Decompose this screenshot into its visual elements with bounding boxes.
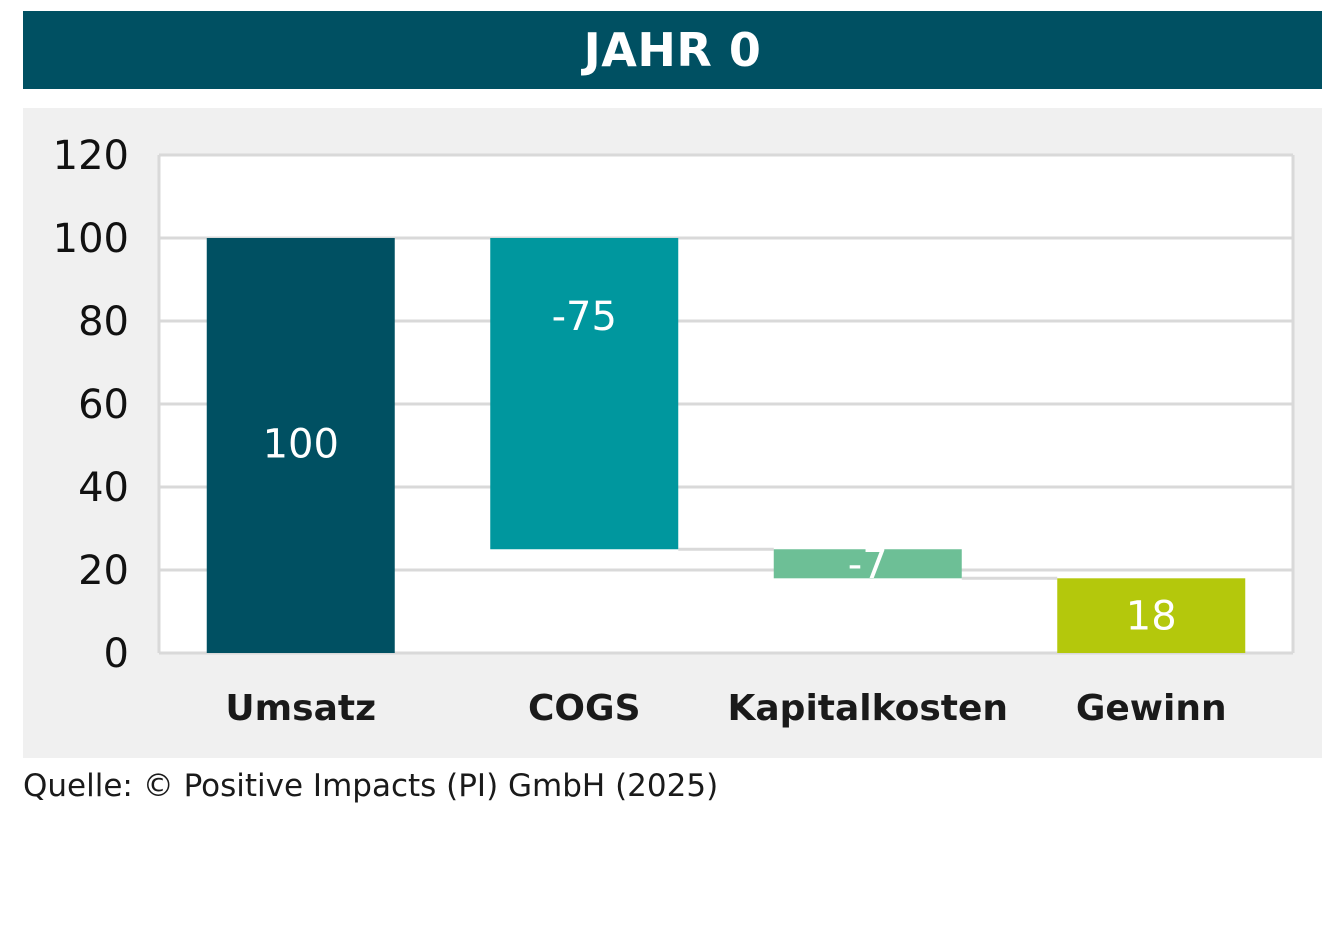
data-label: -7 bbox=[848, 542, 888, 588]
data-label: 18 bbox=[1126, 594, 1177, 640]
bar-gewinn bbox=[1057, 578, 1246, 653]
y-tick-label: 120 bbox=[53, 133, 129, 179]
waterfall-chart: 0 20 40 60 80 100 120 100 Umsatz -75 COGS -7 Kapital… bbox=[53, 133, 1295, 729]
chart-panel: 0 20 40 60 80 100 120 100 Umsatz -75 COGS -7 Kapital… bbox=[23, 108, 1322, 758]
bar-umsatz bbox=[206, 238, 395, 653]
x-category-label: Gewinn bbox=[1076, 688, 1227, 729]
y-tick-label: 20 bbox=[78, 548, 129, 594]
source-note: Quelle: © Positive Impacts (PI) GmbH (20… bbox=[23, 768, 719, 804]
chart-title: JAHR 0 bbox=[23, 11, 1322, 89]
y-tick-label: 0 bbox=[104, 631, 129, 677]
data-label: -75 bbox=[552, 294, 617, 340]
y-tick-label: 100 bbox=[53, 216, 129, 262]
y-tick-label: 40 bbox=[78, 465, 129, 511]
bar-kapitalkosten bbox=[773, 549, 962, 579]
bar-cogs bbox=[490, 238, 679, 550]
x-category-label: COGS bbox=[528, 688, 641, 729]
x-category-label: Umsatz bbox=[225, 688, 376, 729]
x-category-label: Kapitalkosten bbox=[727, 688, 1008, 729]
data-label: 100 bbox=[263, 422, 339, 468]
y-tick-label: 80 bbox=[78, 299, 129, 345]
y-tick-label: 60 bbox=[78, 382, 129, 428]
